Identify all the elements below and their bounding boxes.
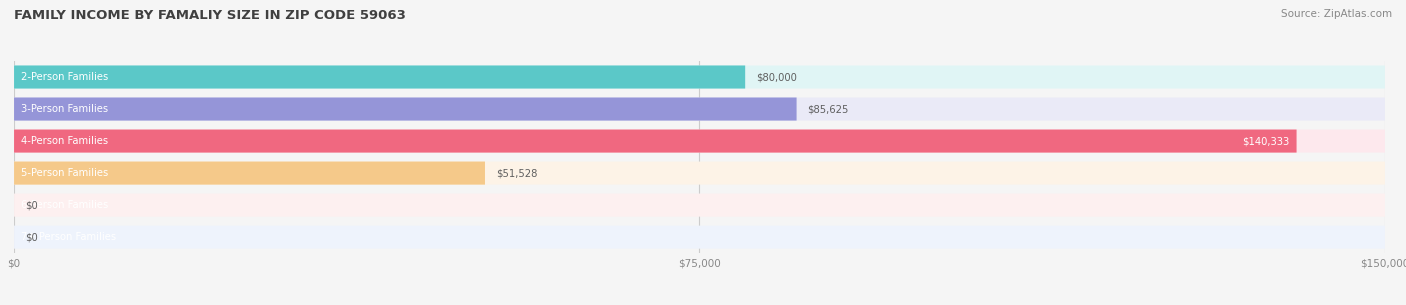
FancyBboxPatch shape	[14, 66, 1385, 88]
Text: 3-Person Families: 3-Person Families	[21, 104, 108, 114]
Text: 4-Person Families: 4-Person Families	[21, 136, 108, 146]
Text: $51,528: $51,528	[496, 168, 537, 178]
FancyBboxPatch shape	[14, 226, 1385, 249]
Text: $0: $0	[25, 232, 38, 242]
FancyBboxPatch shape	[14, 162, 485, 185]
FancyBboxPatch shape	[14, 98, 1385, 120]
Text: Source: ZipAtlas.com: Source: ZipAtlas.com	[1281, 9, 1392, 19]
FancyBboxPatch shape	[14, 66, 745, 88]
FancyBboxPatch shape	[14, 194, 1385, 217]
Text: $140,333: $140,333	[1243, 136, 1289, 146]
Text: 6-Person Families: 6-Person Families	[21, 200, 108, 210]
Text: $85,625: $85,625	[807, 104, 849, 114]
Text: $0: $0	[25, 200, 38, 210]
Text: 2-Person Families: 2-Person Families	[21, 72, 108, 82]
FancyBboxPatch shape	[14, 130, 1296, 152]
FancyBboxPatch shape	[14, 130, 1385, 152]
Text: 7+ Person Families: 7+ Person Families	[21, 232, 117, 242]
FancyBboxPatch shape	[14, 162, 1385, 185]
Text: 5-Person Families: 5-Person Families	[21, 168, 108, 178]
FancyBboxPatch shape	[14, 98, 797, 120]
Text: FAMILY INCOME BY FAMALIY SIZE IN ZIP CODE 59063: FAMILY INCOME BY FAMALIY SIZE IN ZIP COD…	[14, 9, 406, 22]
Text: $80,000: $80,000	[756, 72, 797, 82]
